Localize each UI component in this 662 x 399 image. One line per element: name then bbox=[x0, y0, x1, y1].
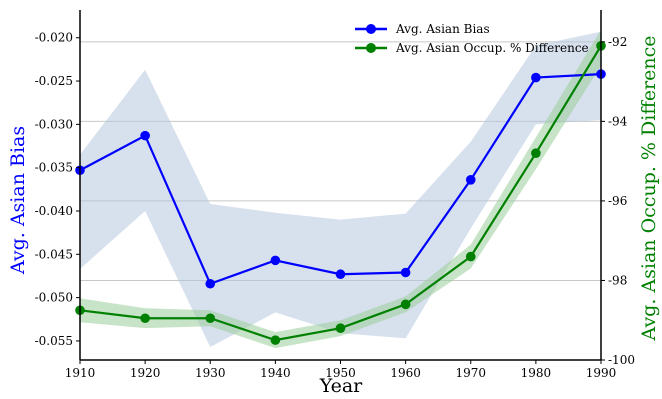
x-tick-label: 1920 bbox=[130, 366, 161, 380]
data-point-series-1 bbox=[270, 255, 281, 266]
left-tick-label: -0.055 bbox=[35, 334, 73, 348]
x-tick-label: 1930 bbox=[195, 366, 226, 380]
data-point-series-2 bbox=[335, 323, 346, 333]
left-tick-label: -0.020 bbox=[35, 31, 73, 45]
x-tick-label: 1980 bbox=[521, 366, 552, 380]
confidence-band-series-2 bbox=[80, 29, 601, 349]
left-tick-label: -0.040 bbox=[35, 204, 73, 218]
x-axis-label: Year bbox=[319, 375, 363, 397]
right-tick-label: -94 bbox=[608, 114, 628, 128]
confidence-bands bbox=[80, 29, 601, 349]
right-tick-label: -98 bbox=[608, 273, 627, 287]
x-tick-label: 1990 bbox=[586, 366, 617, 380]
data-point-series-1 bbox=[400, 267, 411, 278]
right-axis-ticks: -92 -94 -96 -98 -100 bbox=[601, 35, 635, 367]
x-tick-label: 1910 bbox=[65, 366, 96, 380]
x-axis-ticks: 1910 1920 1930 1940 1950 1960 1970 1980 1990 bbox=[65, 360, 617, 380]
legend-marker-series-2 bbox=[366, 43, 376, 53]
data-point-series-1 bbox=[465, 175, 476, 185]
right-axis-label: Avg. Asian Occup. % Difference bbox=[638, 35, 660, 341]
data-point-series-2 bbox=[531, 148, 541, 158]
x-tick-label: 1960 bbox=[390, 366, 421, 380]
left-axis-label: Avg. Asian Bias bbox=[7, 126, 29, 275]
right-tick-label: -92 bbox=[608, 35, 627, 49]
x-tick-label: 1950 bbox=[325, 366, 356, 380]
legend-marker-series-1 bbox=[366, 24, 376, 34]
series-points bbox=[75, 40, 606, 345]
right-tick-label: -96 bbox=[608, 194, 627, 208]
data-point-series-1 bbox=[335, 269, 346, 280]
data-point-series-1 bbox=[140, 130, 150, 141]
left-tick-label: -0.025 bbox=[35, 74, 73, 88]
legend-label-series-2: Avg. Asian Occup. % Difference bbox=[395, 41, 589, 55]
x-tick-label: 1970 bbox=[455, 366, 486, 380]
data-point-series-2 bbox=[140, 313, 150, 324]
data-point-series-2 bbox=[465, 251, 476, 262]
right-tick-label: -100 bbox=[608, 353, 635, 367]
data-point-series-1 bbox=[205, 278, 216, 289]
confidence-band-series-1 bbox=[80, 31, 601, 348]
data-point-series-2 bbox=[400, 299, 411, 310]
legend-label-series-1: Avg. Asian Bias bbox=[395, 22, 490, 36]
left-tick-label: -0.035 bbox=[35, 161, 73, 175]
data-point-series-2 bbox=[270, 335, 281, 345]
x-tick-label: 1940 bbox=[260, 366, 291, 380]
left-tick-label: -0.050 bbox=[35, 291, 73, 305]
data-point-series-2 bbox=[205, 313, 216, 324]
data-point-series-1 bbox=[531, 72, 541, 83]
left-axis-ticks: -0.020 -0.025 -0.030 -0.035 -0.040 -0.045 -0.0… bbox=[35, 31, 80, 348]
legend: Avg. Asian Bias Avg. Asian Occup. % Diff… bbox=[355, 22, 589, 55]
left-tick-label: -0.030 bbox=[35, 117, 73, 131]
left-tick-label: -0.045 bbox=[35, 247, 73, 261]
